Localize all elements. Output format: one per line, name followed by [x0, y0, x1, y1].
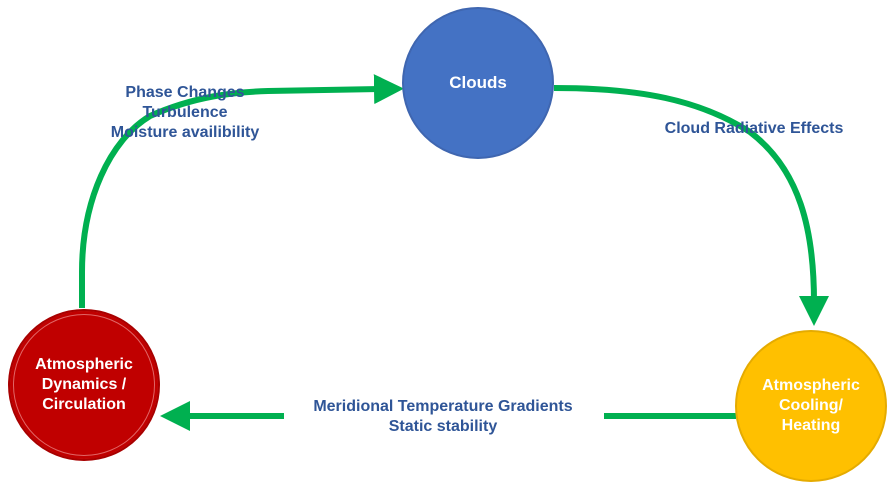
edge-label-line: Moisture availibility — [110, 124, 260, 141]
edge-label-line: Static stability — [388, 418, 498, 435]
edge-label-line: Cloud Radiative Effects — [664, 120, 844, 137]
node-clouds: Clouds — [402, 7, 554, 159]
edge-label-cooling-to-dynamics: Meridional Temperature Gradients Static … — [282, 397, 604, 437]
edge-label-line: Meridional Temperature Gradients — [313, 398, 573, 415]
node-atmospheric-cooling-heating: Atmospheric Cooling/ Heating — [735, 330, 887, 482]
edge-label-clouds-to-cooling: Cloud Radiative Effects — [644, 119, 864, 139]
edge-label-dynamics-to-clouds: Phase Changes Turbulence Moisture availi… — [80, 83, 290, 143]
node-cooling-label: Atmospheric Cooling/ Heating — [762, 377, 860, 434]
node-clouds-label: Clouds — [449, 73, 507, 93]
node-atmospheric-dynamics: Atmospheric Dynamics / Circulation — [8, 309, 160, 461]
arrow-dynamics-to-clouds — [79, 74, 404, 308]
edge-label-line: Turbulence — [142, 104, 228, 121]
edge-label-line: Phase Changes — [125, 84, 245, 101]
node-dynamics-label: Atmospheric Dynamics / Circulation — [35, 356, 133, 413]
arrow-clouds-to-cooling — [553, 85, 829, 326]
